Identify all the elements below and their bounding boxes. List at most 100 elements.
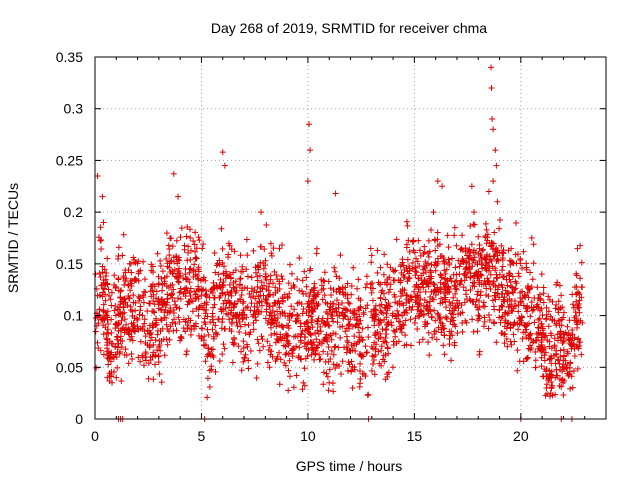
data-point bbox=[577, 275, 584, 282]
data-point bbox=[240, 358, 247, 365]
data-point bbox=[390, 327, 397, 334]
data-point bbox=[573, 272, 580, 279]
data-point bbox=[470, 209, 477, 216]
data-point bbox=[244, 285, 251, 292]
data-point bbox=[292, 333, 299, 340]
data-point bbox=[257, 285, 264, 292]
data-point bbox=[274, 314, 281, 321]
data-point bbox=[488, 239, 495, 246]
data-point bbox=[297, 337, 304, 344]
data-point bbox=[392, 293, 399, 300]
data-point bbox=[201, 300, 208, 307]
data-point bbox=[271, 300, 278, 307]
data-point bbox=[207, 352, 214, 359]
data-point bbox=[285, 367, 292, 374]
data-point bbox=[547, 393, 554, 400]
data-point bbox=[355, 276, 362, 283]
data-point bbox=[193, 295, 200, 302]
data-point bbox=[541, 357, 548, 364]
data-point bbox=[129, 313, 136, 320]
data-point bbox=[251, 303, 258, 310]
data-point bbox=[228, 300, 235, 307]
data-point bbox=[231, 336, 238, 343]
data-point bbox=[314, 302, 321, 309]
data-point bbox=[286, 373, 293, 380]
data-point bbox=[189, 308, 196, 315]
data-point bbox=[137, 307, 144, 314]
data-point bbox=[196, 237, 203, 244]
data-point bbox=[354, 285, 361, 292]
data-point bbox=[571, 334, 578, 341]
data-point bbox=[474, 291, 481, 298]
data-point bbox=[422, 265, 429, 272]
data-point bbox=[155, 343, 162, 350]
data-point bbox=[153, 295, 160, 302]
data-point bbox=[169, 267, 176, 274]
data-point bbox=[560, 391, 567, 398]
data-point bbox=[325, 387, 332, 394]
data-point bbox=[479, 247, 486, 254]
data-point bbox=[543, 384, 550, 391]
data-point bbox=[167, 235, 174, 242]
data-point bbox=[481, 255, 488, 262]
data-point bbox=[477, 292, 484, 299]
y-tick-label: 0.25 bbox=[56, 152, 83, 168]
data-point bbox=[97, 224, 104, 231]
data-point bbox=[571, 345, 578, 352]
x-tick-label: 15 bbox=[407, 428, 423, 444]
data-point bbox=[105, 330, 112, 337]
data-point bbox=[274, 308, 281, 315]
data-point bbox=[211, 301, 218, 308]
data-point bbox=[145, 360, 152, 367]
data-point bbox=[105, 286, 112, 293]
data-point bbox=[431, 281, 438, 288]
data-point bbox=[494, 290, 501, 297]
data-point bbox=[547, 355, 554, 362]
data-point bbox=[283, 337, 290, 344]
data-point bbox=[332, 190, 339, 197]
data-point bbox=[174, 295, 181, 302]
data-point bbox=[377, 307, 384, 314]
data-point bbox=[344, 291, 351, 298]
data-point bbox=[320, 369, 327, 376]
data-point bbox=[483, 285, 490, 292]
data-point bbox=[385, 289, 392, 296]
data-point bbox=[478, 261, 485, 268]
data-point bbox=[149, 324, 156, 331]
data-point bbox=[348, 358, 355, 365]
data-point bbox=[220, 306, 227, 313]
data-point bbox=[270, 245, 277, 252]
data-point bbox=[289, 311, 296, 318]
data-point bbox=[422, 318, 429, 325]
data-point bbox=[540, 290, 547, 297]
data-point bbox=[100, 281, 107, 288]
data-point bbox=[459, 309, 466, 316]
data-point bbox=[377, 330, 384, 337]
data-point bbox=[125, 325, 132, 332]
data-point bbox=[379, 356, 386, 363]
data-point bbox=[315, 315, 322, 322]
data-point bbox=[148, 334, 155, 341]
data-point bbox=[238, 348, 245, 355]
data-point bbox=[122, 267, 129, 274]
data-point bbox=[362, 343, 369, 350]
data-point bbox=[571, 352, 578, 359]
data-point bbox=[440, 342, 447, 349]
data-point bbox=[536, 315, 543, 322]
data-point bbox=[450, 294, 457, 301]
data-point bbox=[452, 290, 459, 297]
data-point bbox=[279, 276, 286, 283]
data-point bbox=[307, 147, 314, 154]
data-point bbox=[124, 302, 131, 309]
data-point bbox=[560, 364, 567, 371]
data-point bbox=[182, 328, 189, 335]
data-point bbox=[421, 249, 428, 256]
data-point bbox=[120, 274, 127, 281]
data-point bbox=[100, 322, 107, 329]
data-point bbox=[397, 263, 404, 270]
data-point bbox=[466, 255, 473, 262]
data-point bbox=[221, 297, 228, 304]
data-point bbox=[437, 315, 444, 322]
data-point bbox=[357, 360, 364, 367]
